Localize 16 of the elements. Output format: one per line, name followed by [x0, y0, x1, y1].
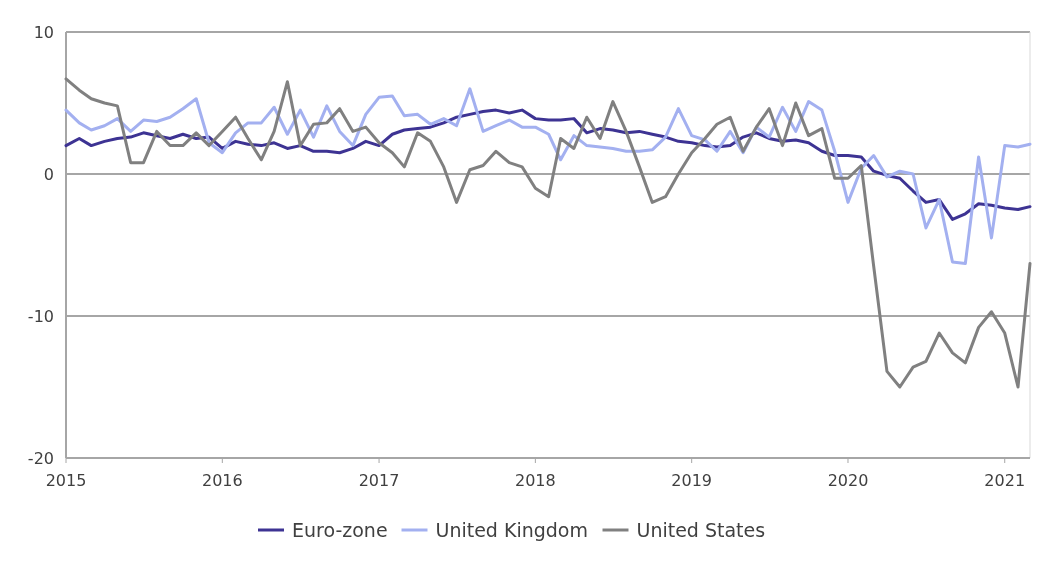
legend-label: United States: [636, 519, 766, 541]
x-tick-label: 2017: [358, 471, 400, 490]
x-tick-label: 2021: [984, 471, 1026, 490]
y-tick-label: 0: [43, 165, 54, 184]
x-tick-label: 2019: [671, 471, 713, 490]
line-series: [64, 87, 1032, 265]
y-tick-label: -10: [27, 307, 54, 326]
legend-label: Euro-zone: [292, 519, 388, 541]
x-tick-label: 2020: [827, 471, 869, 490]
x-tick-label: 2018: [515, 471, 556, 490]
y-tick-label: -20: [27, 449, 54, 468]
legend-label: United Kingdom: [435, 519, 589, 541]
y-tick-label: 10: [33, 23, 54, 42]
line-series: [64, 77, 1032, 389]
x-tick-label: 2015: [45, 471, 87, 490]
x-tick-label: 2016: [201, 471, 243, 490]
